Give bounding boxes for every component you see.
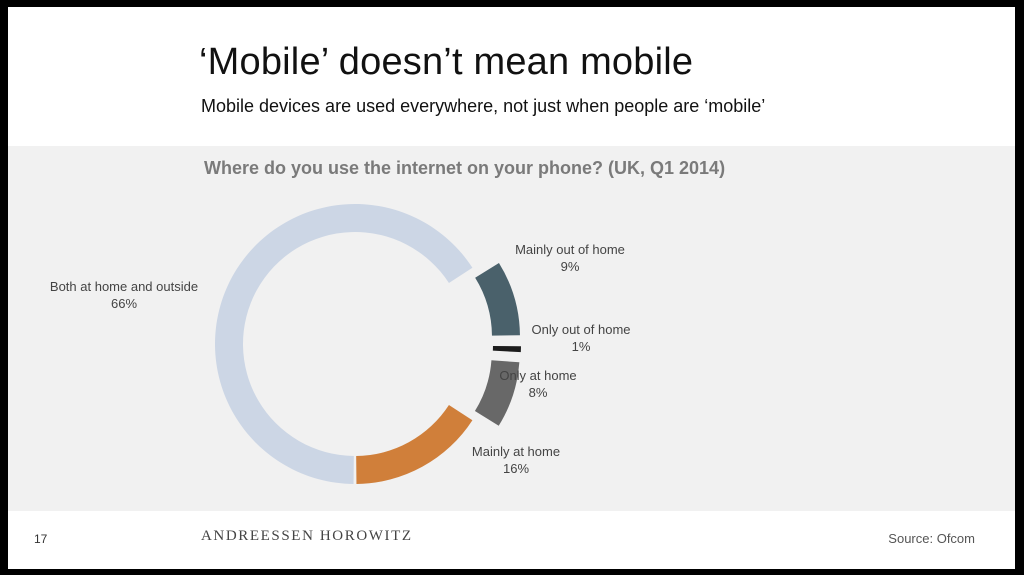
- slice-value-0: 66%: [111, 296, 137, 311]
- slice-value-3: 8%: [529, 385, 548, 400]
- source-note: Source: Ofcom: [888, 531, 975, 546]
- donut-slice-3: [474, 360, 520, 426]
- donut-slice-2: [492, 345, 521, 353]
- donut-slice-4: [356, 404, 473, 484]
- chart-title: Where do you use the internet on your ph…: [204, 158, 726, 178]
- slice-label-1: Mainly out of home: [515, 242, 625, 257]
- slide: ‘Mobile’ doesn’t mean mobile Mobile devi…: [8, 7, 1015, 569]
- slice-value-4: 16%: [503, 461, 529, 476]
- donut-chart: Both at home and outside 66% Mainly out of…: [50, 204, 631, 484]
- donut-slice-1: [475, 262, 520, 336]
- slice-label-0: Both at home and outside: [50, 279, 198, 294]
- page-number: 17: [34, 532, 48, 546]
- logo-text: ANDREESSEN HOROWITZ: [201, 528, 413, 544]
- slide-subtitle: Mobile devices are used everywhere, not …: [201, 96, 766, 116]
- slice-label-4: Mainly at home: [472, 444, 560, 459]
- slice-label-2: Only out of home: [532, 322, 631, 337]
- slice-value-2: 1%: [572, 339, 591, 354]
- slice-label-3: Only at home: [499, 368, 576, 383]
- slice-value-1: 9%: [561, 259, 580, 274]
- slide-title: ‘Mobile’ doesn’t mean mobile: [199, 41, 694, 83]
